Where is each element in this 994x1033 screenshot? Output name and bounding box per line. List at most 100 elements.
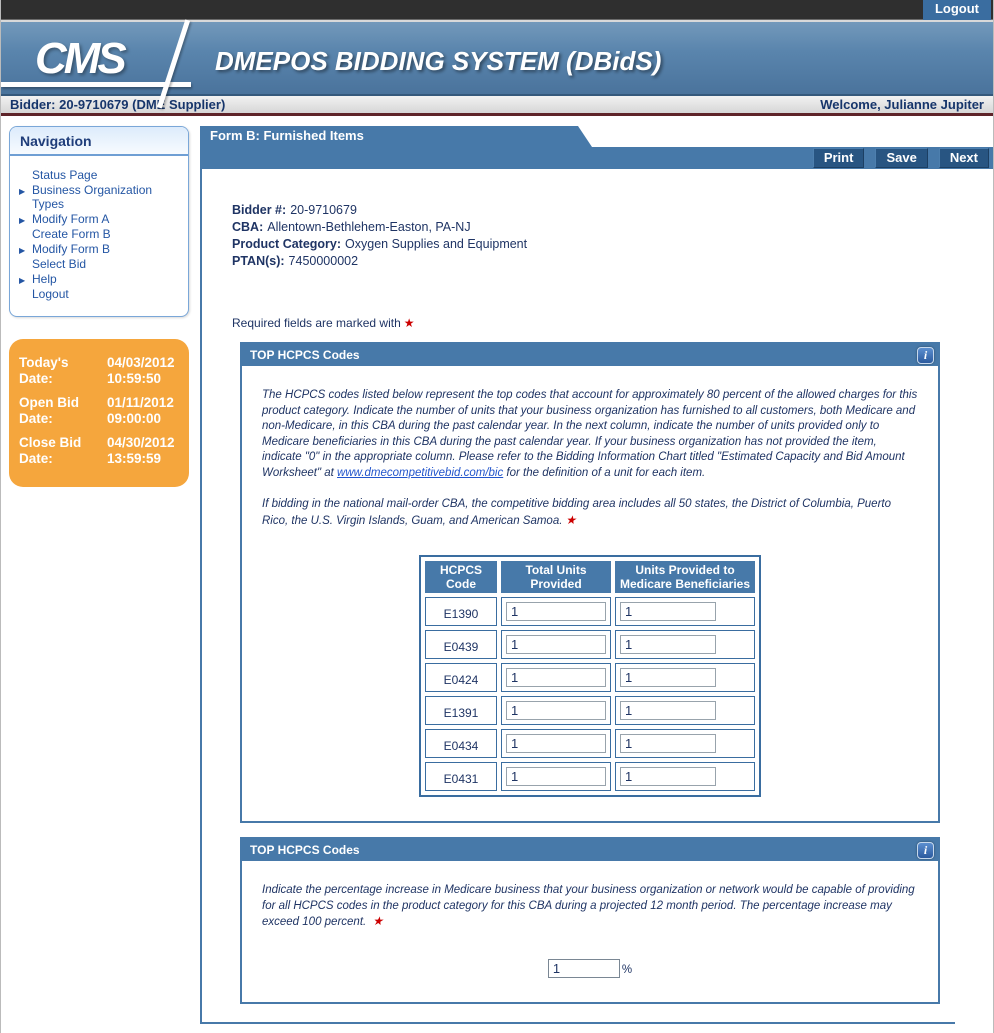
nav-arrow-icon: ▶: [19, 246, 26, 255]
section-title: TOP HCPCS Codes: [250, 843, 360, 857]
medicare-units-input[interactable]: [620, 668, 716, 687]
info-icon[interactable]: i: [917, 841, 934, 859]
table-row: E0439: [425, 630, 755, 659]
total-units-cell: [501, 696, 611, 725]
medicare-units-cell: [615, 762, 755, 791]
required-star-icon: ★: [372, 914, 384, 928]
table-row: E1391: [425, 696, 755, 725]
date-label: Today's Date:: [19, 355, 69, 386]
sidebar-item-modify-form-a[interactable]: ▶ Modify Form A: [19, 212, 180, 226]
date-label: Open Bid Date:: [19, 395, 79, 426]
sidebar-item-label: Help: [32, 272, 57, 286]
date-value: 01/11/2012 09:00:00: [107, 395, 174, 426]
medicare-units-input[interactable]: [620, 635, 716, 654]
hcpcs-code-cell: E1391: [425, 696, 497, 725]
cms-logo-text: CMS: [35, 34, 127, 83]
dmecompetitivebid-link[interactable]: www.dmecompetitivebid.com/bic: [337, 466, 504, 479]
sidebar-item-select-bid[interactable]: Select Bid: [32, 257, 180, 271]
section-header: TOP HCPCS Codes i: [242, 344, 938, 366]
percentage-increase-section: TOP HCPCS Codes i Indicate the percentag…: [240, 837, 940, 1004]
instructions-text-after: for the definition of a unit for each it…: [506, 466, 706, 479]
main-area: Navigation Status Page ▶ Business Organiz…: [1, 116, 993, 1033]
date-box: Today's Date: 04/03/2012 10:59:50 Open Bi…: [9, 339, 189, 487]
sidebar-item-label: Status Page: [32, 168, 98, 182]
sidebar-item-label: Business Organization Types: [32, 183, 153, 211]
content-frame: Bidder #: 20-9710679 CBA: Allentown-Bethle…: [200, 169, 955, 1024]
sidebar-item-label: Modify Form A: [32, 212, 110, 226]
app-title: DMEPOS BIDDING SYSTEM (DBidS): [215, 46, 662, 76]
logout-button[interactable]: Logout: [922, 0, 991, 20]
content-area: Form B: Furnished Items Print Save Next …: [200, 126, 993, 1033]
total-units-input[interactable]: [506, 602, 606, 621]
sidebar-item-label: Select Bid: [32, 257, 87, 271]
total-units-input[interactable]: [506, 701, 606, 720]
percentage-instructions-paragraph: Indicate the percentage increase in Medi…: [262, 883, 918, 931]
percent-input-row: %: [262, 958, 918, 978]
top-bar: Logout: [1, 0, 993, 20]
nav-arrow-icon: ▶: [19, 187, 26, 196]
table-row: E0434: [425, 729, 755, 758]
info-value: 20-9710679: [290, 203, 357, 217]
required-star-icon: ★: [403, 316, 415, 330]
save-button[interactable]: Save: [875, 148, 928, 168]
medicare-units-input[interactable]: [620, 701, 716, 720]
sidebar-item-logout[interactable]: Logout: [32, 287, 180, 301]
total-units-input[interactable]: [506, 635, 606, 654]
info-icon[interactable]: i: [917, 346, 934, 364]
cms-logo-underline: [1, 82, 191, 87]
nav-arrow-icon: ▶: [19, 276, 26, 285]
open-bid-date-row: Open Bid Date: 01/11/2012 09:00:00: [19, 395, 179, 427]
form-title-tab: Form B: Furnished Items: [200, 126, 592, 147]
section-body: Indicate the percentage increase in Medi…: [242, 861, 938, 1002]
sidebar-item-create-form-b[interactable]: Create Form B: [32, 227, 180, 241]
total-units-input[interactable]: [506, 668, 606, 687]
sidebar-item-label: Logout: [32, 287, 69, 301]
total-units-input[interactable]: [506, 734, 606, 753]
sidebar-item-modify-form-b[interactable]: ▶ Modify Form B: [19, 242, 180, 256]
hcpcs-code-cell: E0424: [425, 663, 497, 692]
welcome-text: Welcome, Julianne Jupiter: [820, 97, 984, 112]
hcpcs-instructions-paragraph: The HCPCS codes listed below represent t…: [262, 388, 918, 481]
table-row: E1390: [425, 597, 755, 626]
required-fields-note: Required fields are marked with ★: [232, 316, 955, 330]
total-units-cell: [501, 762, 611, 791]
info-label: CBA:: [232, 220, 264, 234]
instructions-text: The HCPCS codes listed below represent t…: [262, 389, 918, 479]
percent-sign: %: [621, 963, 633, 976]
sidebar-item-label: Modify Form B: [32, 242, 111, 256]
sidebar-item-status-page[interactable]: Status Page: [32, 168, 180, 182]
percentage-instructions-text: Indicate the percentage increase in Medi…: [262, 884, 915, 928]
medicare-units-cell: [615, 630, 755, 659]
medicare-units-input[interactable]: [620, 602, 716, 621]
percent-increase-input[interactable]: [547, 958, 620, 978]
print-button[interactable]: Print: [812, 148, 865, 168]
date-value: 04/30/2012 13:59:59: [107, 435, 175, 466]
sidebar-item-help[interactable]: ▶ Help: [19, 272, 180, 286]
total-units-cell: [501, 663, 611, 692]
todays-date-row: Today's Date: 04/03/2012 10:59:50: [19, 355, 179, 387]
close-bid-date-row: Close Bid Date: 04/30/2012 13:59:59: [19, 435, 179, 467]
medicare-units-cell: [615, 729, 755, 758]
ptan-line: PTAN(s): 7450000002: [232, 253, 955, 270]
medicare-units-input[interactable]: [620, 767, 716, 786]
medicare-units-header: Units Provided to Medicare Beneficiaries: [615, 561, 755, 593]
sidebar: Navigation Status Page ▶ Business Organiz…: [1, 126, 200, 487]
total-units-cell: [501, 597, 611, 626]
date-value: 04/03/2012 10:59:50: [107, 355, 175, 386]
table-header-row: HCPCS Code Total Units Provided Units Pr…: [425, 561, 755, 593]
section-body: The HCPCS codes listed below represent t…: [242, 366, 938, 821]
next-button[interactable]: Next: [938, 148, 989, 168]
sidebar-item-business-organization-types[interactable]: ▶ Business Organization Types: [19, 183, 180, 211]
section-title: TOP HCPCS Codes: [250, 348, 360, 362]
navigation-box: Navigation Status Page ▶ Business Organiz…: [9, 126, 189, 317]
hcpcs-code-cell: E0431: [425, 762, 497, 791]
info-value: Allentown-Bethlehem-Easton, PA-NJ: [267, 220, 471, 234]
total-units-input[interactable]: [506, 767, 606, 786]
total-units-cell: [501, 729, 611, 758]
medicare-units-cell: [615, 663, 755, 692]
sidebar-item-label: Create Form B: [32, 227, 111, 241]
hcpcs-code-header: HCPCS Code: [425, 561, 497, 593]
total-units-header: Total Units Provided: [501, 561, 611, 593]
medicare-units-input[interactable]: [620, 734, 716, 753]
